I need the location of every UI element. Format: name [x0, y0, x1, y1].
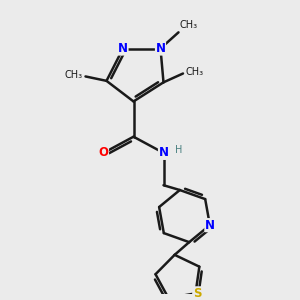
Text: CH₃: CH₃	[185, 67, 203, 77]
Text: N: N	[205, 219, 215, 232]
Text: S: S	[193, 287, 201, 300]
Text: O: O	[98, 146, 109, 159]
Text: CH₃: CH₃	[65, 70, 83, 80]
Text: CH₃: CH₃	[180, 20, 198, 30]
Text: N: N	[155, 42, 166, 55]
Text: N: N	[158, 146, 169, 159]
Text: N: N	[118, 42, 128, 55]
Text: H: H	[175, 145, 182, 155]
